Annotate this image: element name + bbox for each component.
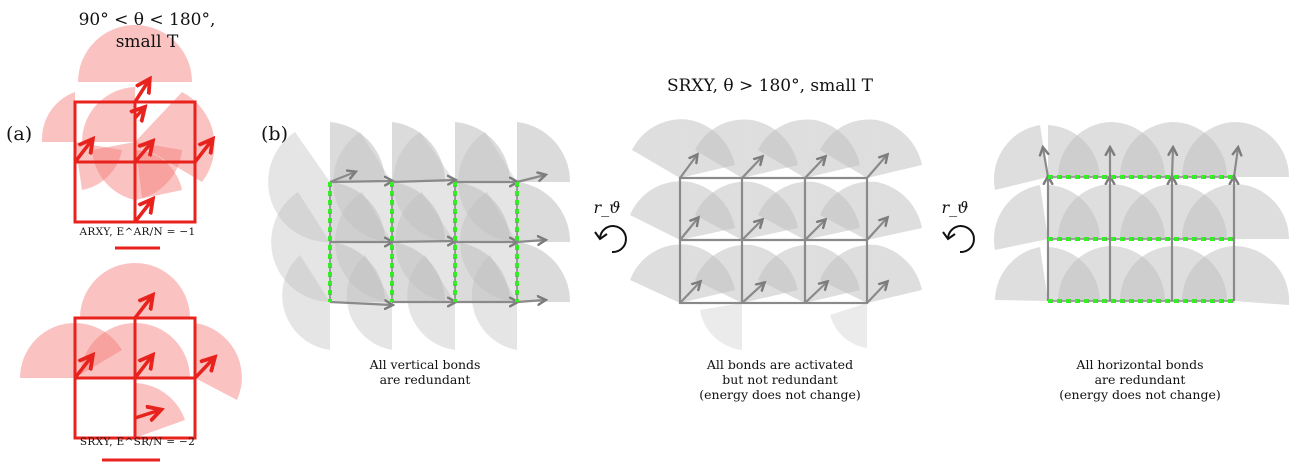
panel-b-label: (b) — [261, 123, 288, 145]
caption-right-line2: are redundant — [1094, 372, 1186, 387]
caption-left-line2: are redundant — [379, 372, 471, 387]
lattice-left — [268, 122, 571, 350]
rotation-label-right: r_ϑ — [941, 198, 969, 217]
panel-a-title-line1: 90° < θ < 180°, — [78, 10, 216, 30]
rotation-arrow-left — [594, 225, 627, 254]
panel-b-title: SRXY, θ > 180°, small T — [666, 76, 874, 96]
caption-middle: All bonds are activated but not redundan… — [680, 357, 880, 402]
caption-middle-line2: but not redundant — [722, 372, 838, 387]
caption-middle-line3: (energy does not change) — [699, 387, 861, 402]
caption-right-line3: (energy does not change) — [1059, 387, 1221, 402]
caption-middle-line1: All bonds are activated — [706, 357, 854, 372]
caption-left: All vertical bonds are redundant — [340, 357, 510, 387]
srxy-caption: SRXY, E^SR/N = −2 — [79, 436, 196, 448]
caption-right-line1: All horizontal bonds — [1076, 357, 1204, 372]
caption-right: All horizontal bonds are redundant (ener… — [1040, 357, 1240, 402]
srxy-lattice — [20, 263, 242, 440]
rotation-arrow-right — [942, 225, 975, 254]
panel-a-label: (a) — [6, 123, 33, 145]
rotation-label-left: r_ϑ — [593, 198, 621, 217]
lattice-middle — [630, 119, 922, 350]
arxy-lattice — [41, 25, 215, 224]
caption-left-line1: All vertical bonds — [369, 357, 481, 372]
arxy-caption: ARXY, E^AR/N = −1 — [79, 226, 196, 238]
panel-a-title-line2: small T — [115, 32, 179, 52]
lattice-right — [993, 122, 1290, 305]
